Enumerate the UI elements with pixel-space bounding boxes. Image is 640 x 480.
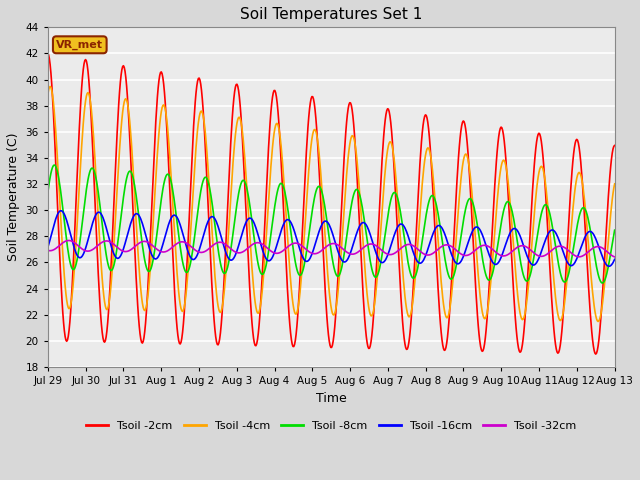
Tsoil -8cm <box>201 175 209 180</box>
Tsoil -16cm <box>54 211 62 216</box>
Tsoil -2cm <box>44 50 52 56</box>
Tsoil -8cm <box>401 240 409 245</box>
Title: Soil Temperatures Set 1: Soil Temperatures Set 1 <box>240 7 422 22</box>
Tsoil -16cm <box>113 255 121 261</box>
Y-axis label: Soil Temperature (C): Soil Temperature (C) <box>7 133 20 262</box>
Tsoil -16cm <box>401 225 409 231</box>
Tsoil -4cm <box>418 191 426 196</box>
Tsoil -16cm <box>171 212 179 218</box>
Tsoil -4cm <box>44 92 52 98</box>
Tsoil -2cm <box>611 143 618 148</box>
Tsoil -4cm <box>171 235 179 240</box>
Tsoil -4cm <box>113 186 121 192</box>
Legend: Tsoil -2cm, Tsoil -4cm, Tsoil -8cm, Tsoil -16cm, Tsoil -32cm: Tsoil -2cm, Tsoil -4cm, Tsoil -8cm, Tsoi… <box>82 417 580 435</box>
Tsoil -4cm <box>401 293 409 299</box>
Tsoil -2cm <box>54 214 62 220</box>
Tsoil -32cm <box>171 242 179 248</box>
Tsoil -8cm <box>55 176 63 181</box>
Tsoil -8cm <box>171 201 179 206</box>
Tsoil -32cm <box>418 250 426 255</box>
Tsoil -32cm <box>65 238 73 243</box>
Line: Tsoil -4cm: Tsoil -4cm <box>48 86 614 322</box>
Tsoil -4cm <box>594 319 602 324</box>
Tsoil -8cm <box>418 243 426 249</box>
Tsoil -8cm <box>598 280 606 286</box>
Tsoil -2cm <box>113 145 120 151</box>
Tsoil -2cm <box>592 351 600 357</box>
Tsoil -32cm <box>44 248 52 253</box>
Line: Tsoil -8cm: Tsoil -8cm <box>48 165 614 283</box>
Tsoil -32cm <box>113 244 121 250</box>
X-axis label: Time: Time <box>316 392 347 405</box>
Text: VR_met: VR_met <box>56 40 103 50</box>
Tsoil -2cm <box>400 335 408 341</box>
Line: Tsoil -32cm: Tsoil -32cm <box>48 240 614 257</box>
Tsoil -4cm <box>611 181 618 187</box>
Tsoil -16cm <box>58 208 65 214</box>
Line: Tsoil -2cm: Tsoil -2cm <box>48 53 614 354</box>
Tsoil -4cm <box>55 180 63 186</box>
Tsoil -2cm <box>417 149 424 155</box>
Line: Tsoil -16cm: Tsoil -16cm <box>48 211 614 266</box>
Tsoil -4cm <box>201 123 209 129</box>
Tsoil -8cm <box>44 190 52 196</box>
Tsoil -32cm <box>401 242 409 248</box>
Tsoil -2cm <box>170 277 178 283</box>
Tsoil -16cm <box>605 264 613 269</box>
Tsoil -2cm <box>200 118 208 124</box>
Tsoil -32cm <box>201 249 209 254</box>
Tsoil -8cm <box>51 162 58 168</box>
Tsoil -8cm <box>113 244 121 250</box>
Tsoil -16cm <box>201 228 209 234</box>
Tsoil -16cm <box>611 256 618 262</box>
Tsoil -32cm <box>611 254 618 260</box>
Tsoil -4cm <box>46 84 54 89</box>
Tsoil -16cm <box>44 245 52 251</box>
Tsoil -8cm <box>611 228 618 233</box>
Tsoil -16cm <box>418 260 426 265</box>
Tsoil -32cm <box>54 244 62 250</box>
